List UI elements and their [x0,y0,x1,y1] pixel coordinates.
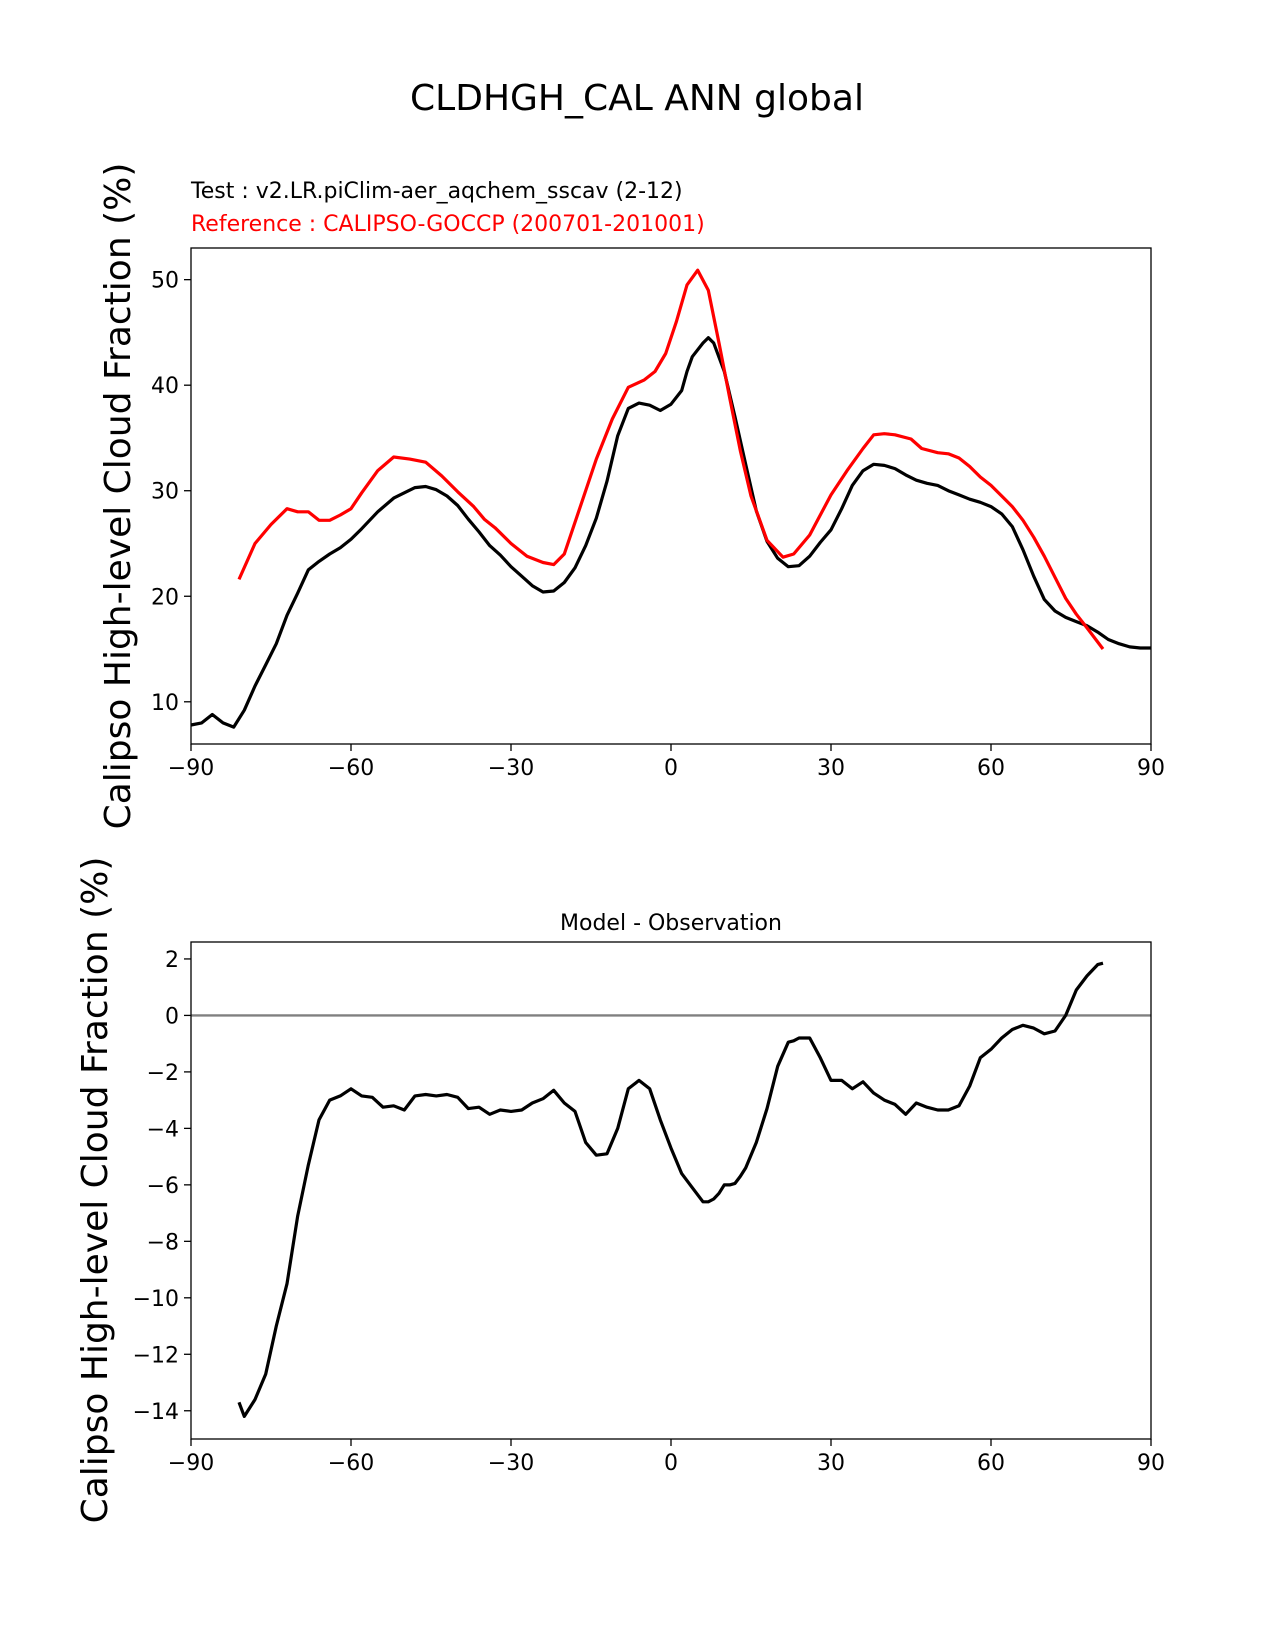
top-axis-ticks: −90 −60 −30 0 30 60 90 10 20 30 40 50 [151,269,1165,781]
bottom-y-axis-label: Calipso High-level Cloud Fraction (%) [75,857,116,1524]
figure-title: CLDHGH_CAL ANN global [410,78,864,119]
top-x-tick-label: 0 [664,756,678,781]
top-panel: Test : v2.LR.piClim-aer_aqchem_sscav (2-… [98,163,1165,830]
bottom-y-tick-label: −12 [133,1343,179,1368]
difference-series-line [237,961,1104,1419]
top-y-tick-label: 50 [151,269,179,294]
top-x-tick-label: 60 [977,756,1005,781]
bottom-y-tick-label: −6 [147,1174,179,1199]
bottom-x-tick-label: 90 [1137,1451,1165,1476]
bottom-y-tick-label: −10 [133,1287,179,1312]
bottom-series [191,961,1151,1419]
top-x-tick-label: −90 [168,756,214,781]
top-y-tick-label: 40 [151,374,179,399]
bottom-y-tick-label: 0 [165,1004,179,1029]
top-y-tick-label: 20 [151,585,179,610]
bottom-x-tick-label: 30 [817,1451,845,1476]
bottom-y-tick-label: −14 [133,1400,179,1425]
bottom-y-tick-label: −8 [147,1230,179,1255]
reference-label: Reference : CALIPSO-GOCCP (200701-201001… [191,212,705,237]
top-x-tick-label: −30 [488,756,534,781]
top-y-axis-label: Calipso High-level Cloud Fraction (%) [98,163,139,830]
bottom-panel: Model - Observation −90 −60 −30 0 30 60 90 2 0 −2… [75,857,1165,1524]
bottom-plot-frame [190,941,1152,1440]
test-series-line [190,336,1151,729]
test-label: Test : v2.LR.piClim-aer_aqchem_sscav (2-… [190,179,683,204]
bottom-y-tick-label: −2 [147,1061,179,1086]
bottom-y-tick-label: −4 [147,1117,179,1142]
top-x-tick-label: 30 [817,756,845,781]
top-y-tick-label: 10 [151,691,179,716]
top-x-tick-label: 90 [1137,756,1165,781]
top-plot-frame [190,247,1152,745]
top-y-tick-label: 30 [151,480,179,505]
bottom-x-tick-label: −90 [168,1451,214,1476]
bottom-x-tick-label: −30 [488,1451,534,1476]
bottom-panel-title: Model - Observation [560,911,782,936]
bottom-x-tick-label: 60 [977,1451,1005,1476]
bottom-y-tick-label: 2 [165,948,179,973]
top-series [190,268,1151,729]
bottom-axis-ticks: −90 −60 −30 0 30 60 90 2 0 −2 −4 −6 −8 −10 −12 −14 [133,948,1165,1476]
bottom-x-tick-label: 0 [664,1451,678,1476]
bottom-x-tick-label: −60 [328,1451,374,1476]
top-x-tick-label: −60 [328,756,374,781]
reference-series-line [237,268,1105,650]
